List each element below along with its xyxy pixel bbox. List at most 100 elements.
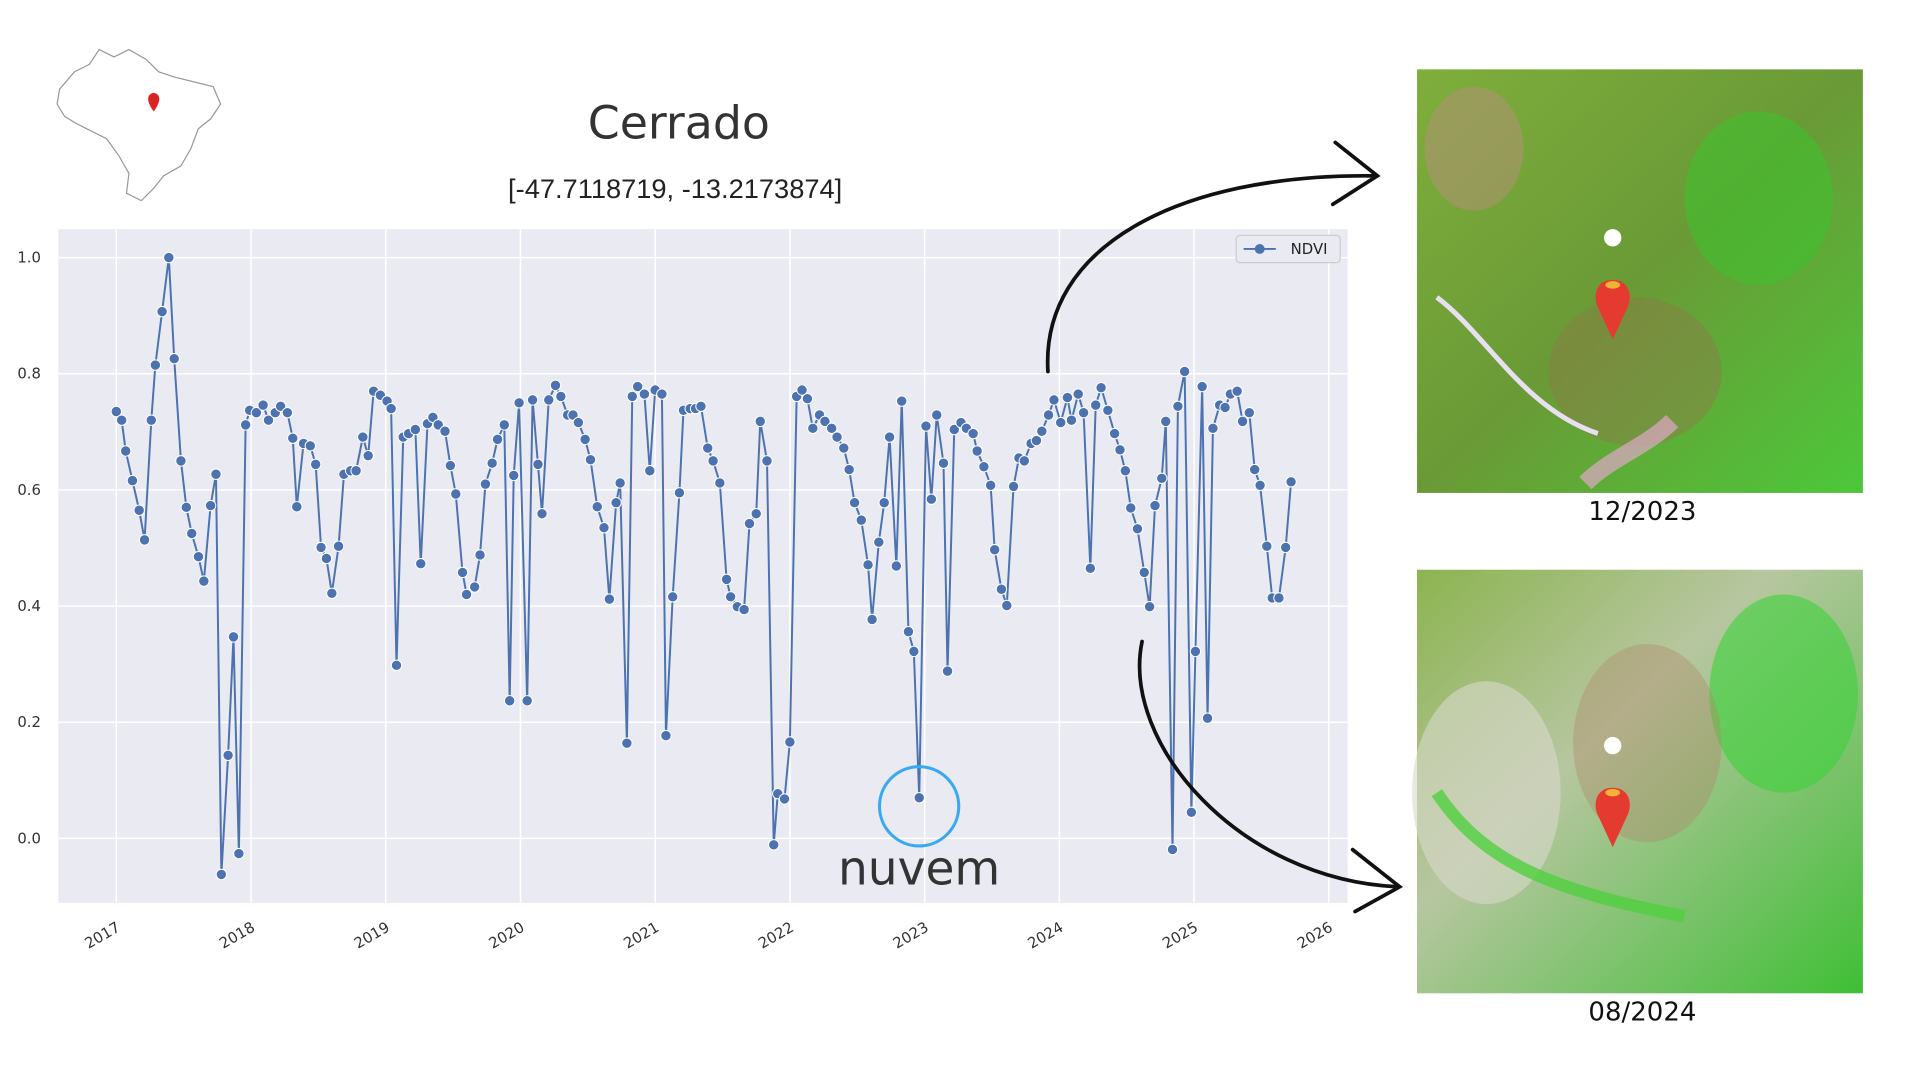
data-point: [761, 455, 773, 467]
data-point: [584, 454, 597, 466]
satellite-image: [1412, 569, 1863, 994]
data-point: [984, 479, 997, 491]
y-tick-label: 0.2: [17, 713, 41, 731]
data-point: [878, 497, 890, 509]
data-point: [1160, 415, 1172, 428]
x-tick-label: 2021: [620, 918, 662, 953]
data-point: [848, 497, 861, 509]
data-point: [1090, 399, 1102, 411]
data-point: [1249, 463, 1261, 476]
data-point: [1018, 455, 1031, 467]
data-point: [287, 432, 299, 444]
data-point: [491, 433, 504, 446]
y-tick-label: 0.0: [17, 829, 41, 847]
data-point: [666, 591, 679, 603]
data-point: [439, 425, 451, 437]
data-point: [1001, 599, 1013, 612]
data-point: [320, 552, 333, 565]
data-point: [460, 588, 473, 601]
data-point: [883, 431, 896, 443]
data-point: [768, 839, 780, 851]
data-point: [1236, 415, 1249, 428]
arrows: [1045, 140, 1404, 914]
data-point: [598, 521, 610, 534]
data-point: [695, 400, 707, 412]
data-point: [543, 394, 555, 406]
data-point: [855, 514, 868, 526]
y-tick-label: 0.8: [17, 365, 41, 383]
data-point: [198, 575, 210, 587]
data-point: [720, 573, 733, 586]
data-point: [988, 544, 1001, 556]
data-point: [638, 388, 651, 400]
data-point: [513, 397, 525, 409]
data-point: [168, 352, 180, 365]
data-point: [555, 390, 567, 403]
data-point: [526, 394, 539, 406]
x-tick-label: 2022: [755, 918, 797, 953]
data-point: [862, 559, 874, 571]
data-point: [750, 508, 762, 520]
data-point: [1178, 365, 1191, 378]
data-point: [1156, 472, 1168, 485]
data-point: [227, 631, 240, 643]
data-point: [1030, 434, 1043, 447]
data-point: [145, 414, 158, 426]
data-point: [796, 384, 808, 396]
data-point: [1207, 422, 1219, 435]
data-point: [873, 536, 885, 548]
data-point: [304, 440, 316, 452]
data-point: [163, 251, 175, 264]
data-point: [1138, 566, 1150, 579]
data-point: [908, 645, 920, 658]
data-point: [521, 695, 533, 707]
data-point: [784, 736, 796, 748]
data-point: [579, 433, 591, 446]
data-point: [503, 695, 516, 707]
data-point: [896, 395, 908, 407]
data-point: [626, 390, 638, 403]
data-point: [204, 499, 217, 512]
data-point: [978, 460, 990, 473]
data-point: [702, 442, 714, 454]
data-point: [1131, 523, 1144, 535]
data-point: [326, 587, 338, 600]
data-point: [486, 457, 498, 469]
data-point: [1196, 380, 1208, 393]
data-point: [707, 455, 719, 467]
x-tick-label: 2019: [351, 918, 393, 953]
data-point: [1125, 502, 1137, 514]
data-point: [941, 665, 954, 677]
data-point: [937, 457, 950, 469]
data-point: [1254, 479, 1266, 491]
data-point: [390, 659, 403, 672]
data-point: [1261, 540, 1273, 552]
data-point: [138, 534, 151, 546]
x-tick-label: 2017: [81, 918, 123, 953]
x-tick-label: 2018: [216, 918, 258, 953]
data-point: [156, 305, 168, 318]
data-point: [1084, 562, 1097, 575]
data-point: [843, 463, 855, 476]
data-point: [754, 415, 766, 428]
chart-subtitle: [-47.7118719, -13.2173874]: [508, 173, 842, 204]
data-point: [536, 508, 548, 520]
x-tick-label: 2024: [1025, 918, 1067, 953]
data-point: [468, 581, 481, 593]
data-point: [610, 497, 622, 509]
data-point: [621, 737, 633, 749]
data-point: [1061, 391, 1074, 404]
data-point: [532, 458, 544, 471]
data-point: [474, 549, 486, 561]
x-tick-label: 2026: [1294, 918, 1336, 953]
data-point: [456, 566, 469, 579]
data-point: [644, 465, 656, 477]
data-point: [450, 488, 462, 500]
data-point: [1243, 406, 1256, 419]
data-point: [239, 419, 252, 431]
data-point: [1048, 394, 1060, 406]
x-tick-label: 2023: [890, 918, 932, 953]
y-tick-label: 0.6: [17, 481, 41, 499]
data-point: [738, 603, 750, 616]
